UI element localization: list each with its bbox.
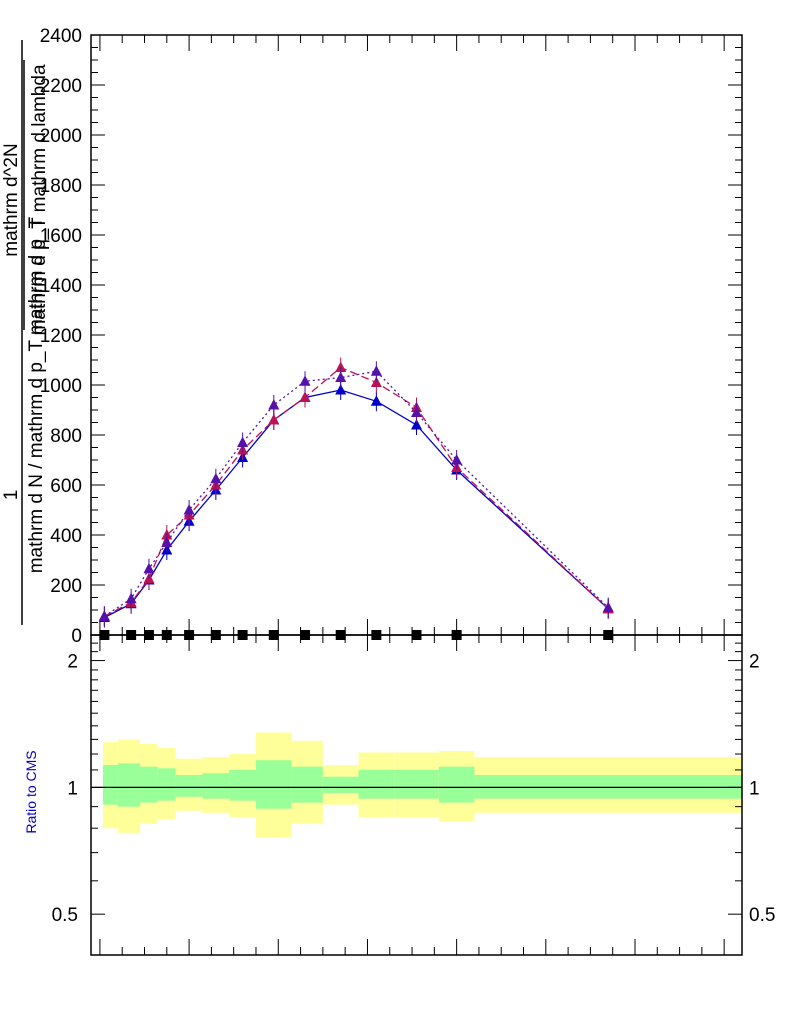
top-y-tick-label: 2200 bbox=[40, 76, 82, 97]
ratio-y-axis-label: Ratio to CMS bbox=[23, 750, 39, 833]
ratio-inner-band bbox=[229, 769, 256, 801]
ratio-y-tick-label-right: 1 bbox=[749, 778, 760, 799]
top-y-tick-labels: 0 200 400 600 800 1000 1200 1400 1600 1800 2000 220… bbox=[40, 26, 82, 647]
ratio-inner-band bbox=[255, 760, 292, 809]
series-dotted-point bbox=[370, 365, 382, 376]
series-dotted-point bbox=[451, 454, 463, 465]
series-dotted-point bbox=[125, 592, 137, 604]
series-dashed-point bbox=[268, 414, 280, 425]
ratio-bands bbox=[103, 732, 742, 838]
series-dotted-point bbox=[299, 375, 311, 386]
series-dotted-point bbox=[183, 504, 195, 515]
ratio-x-ticks bbox=[99, 635, 725, 955]
top-y-tick-label: 1200 bbox=[40, 326, 82, 347]
ratio-y-tick-label-left: 1 bbox=[67, 778, 78, 799]
ratio-inner-band bbox=[358, 769, 395, 799]
top-y-tick-label: 2000 bbox=[40, 126, 82, 147]
ratio-plot-frame bbox=[90, 634, 743, 956]
ratio-y-tick-label-right: 2 bbox=[749, 652, 760, 673]
series-dotted-point bbox=[602, 601, 614, 612]
series-dotted-point bbox=[210, 472, 222, 484]
top-y-tick-label: 200 bbox=[50, 576, 82, 597]
series-dashed-point bbox=[335, 361, 347, 372]
top-x-ticks bbox=[99, 35, 725, 635]
series-dotted-point bbox=[143, 562, 155, 574]
top-y-axis-label: 1 mathrm d N / mathrm d p_T mathrm d p_T… bbox=[1, 40, 50, 625]
series-dotted-point bbox=[161, 536, 173, 547]
top-y-tick-label: 1800 bbox=[40, 176, 82, 197]
series-solid-line bbox=[104, 389, 609, 619]
series-dotted-line bbox=[104, 370, 609, 617]
series-dotted-point bbox=[237, 436, 249, 447]
top-y-ticks bbox=[91, 34, 742, 636]
series-dotted-point bbox=[411, 406, 422, 417]
top-y-tick-label: 600 bbox=[50, 476, 82, 497]
ratio-inner-band bbox=[202, 773, 230, 799]
ratio-panel: 0.5 1 2 0.5 1 2 Ratio to CMS bbox=[23, 634, 776, 956]
ratio-inner-band bbox=[322, 776, 359, 793]
ratio-y-tick-label-left: 2 bbox=[67, 652, 78, 673]
top-panel: 0 200 400 600 800 1000 1200 1400 1600 1800 2000 220… bbox=[1, 26, 743, 647]
series-solid-point bbox=[370, 395, 382, 406]
top-y-tick-label: 800 bbox=[50, 426, 82, 447]
series-dashed-point bbox=[370, 376, 382, 387]
top-y-tick-label: 1000 bbox=[40, 376, 82, 397]
series-dashed-line bbox=[104, 366, 609, 617]
ratio-inner-band bbox=[175, 774, 203, 797]
ratio-inner-band bbox=[140, 766, 158, 803]
series-dotted-point bbox=[335, 371, 347, 382]
ratio-inner-band bbox=[117, 763, 141, 807]
top-y-tick-label: 1400 bbox=[40, 276, 82, 297]
top-plot-frame bbox=[90, 34, 743, 636]
series-solid-point bbox=[335, 384, 347, 395]
ylabel-denominator: mathrm d N / mathrm d p_T mathrm d p_T bbox=[26, 216, 47, 573]
series-dotted-point bbox=[268, 399, 280, 410]
ratio-y-ticks bbox=[91, 634, 742, 956]
ratio-y-tick-label-left: 0.5 bbox=[52, 905, 78, 926]
top-y-tick-label: 400 bbox=[50, 526, 82, 547]
ratio-y-tick-label-right: 0.5 bbox=[749, 905, 775, 926]
top-y-tick-label: 2400 bbox=[40, 26, 82, 47]
top-y-tick-label: 0 bbox=[71, 626, 82, 647]
ratio-inner-band bbox=[291, 766, 323, 803]
ylabel-fraction-numerator: mathrm d^2N bbox=[1, 143, 22, 256]
ratio-inner-band bbox=[394, 769, 439, 799]
ratio-inner-band bbox=[157, 768, 176, 801]
top-y-tick-label: 1600 bbox=[40, 226, 82, 247]
ratio-y-tick-labels: 0.5 1 2 0.5 1 2 bbox=[52, 652, 776, 927]
ylabel-numerator: 1 bbox=[1, 490, 22, 501]
series-solid-point bbox=[411, 419, 422, 430]
ratio-inner-band bbox=[103, 765, 118, 805]
ratio-inner-band bbox=[438, 766, 475, 803]
ylabel-fraction-denominator: mathrm d p_T mathrm d lambda bbox=[29, 64, 50, 335]
series-dotted-point bbox=[98, 610, 110, 621]
top-series bbox=[98, 357, 614, 640]
series-dashed-point bbox=[299, 391, 311, 402]
